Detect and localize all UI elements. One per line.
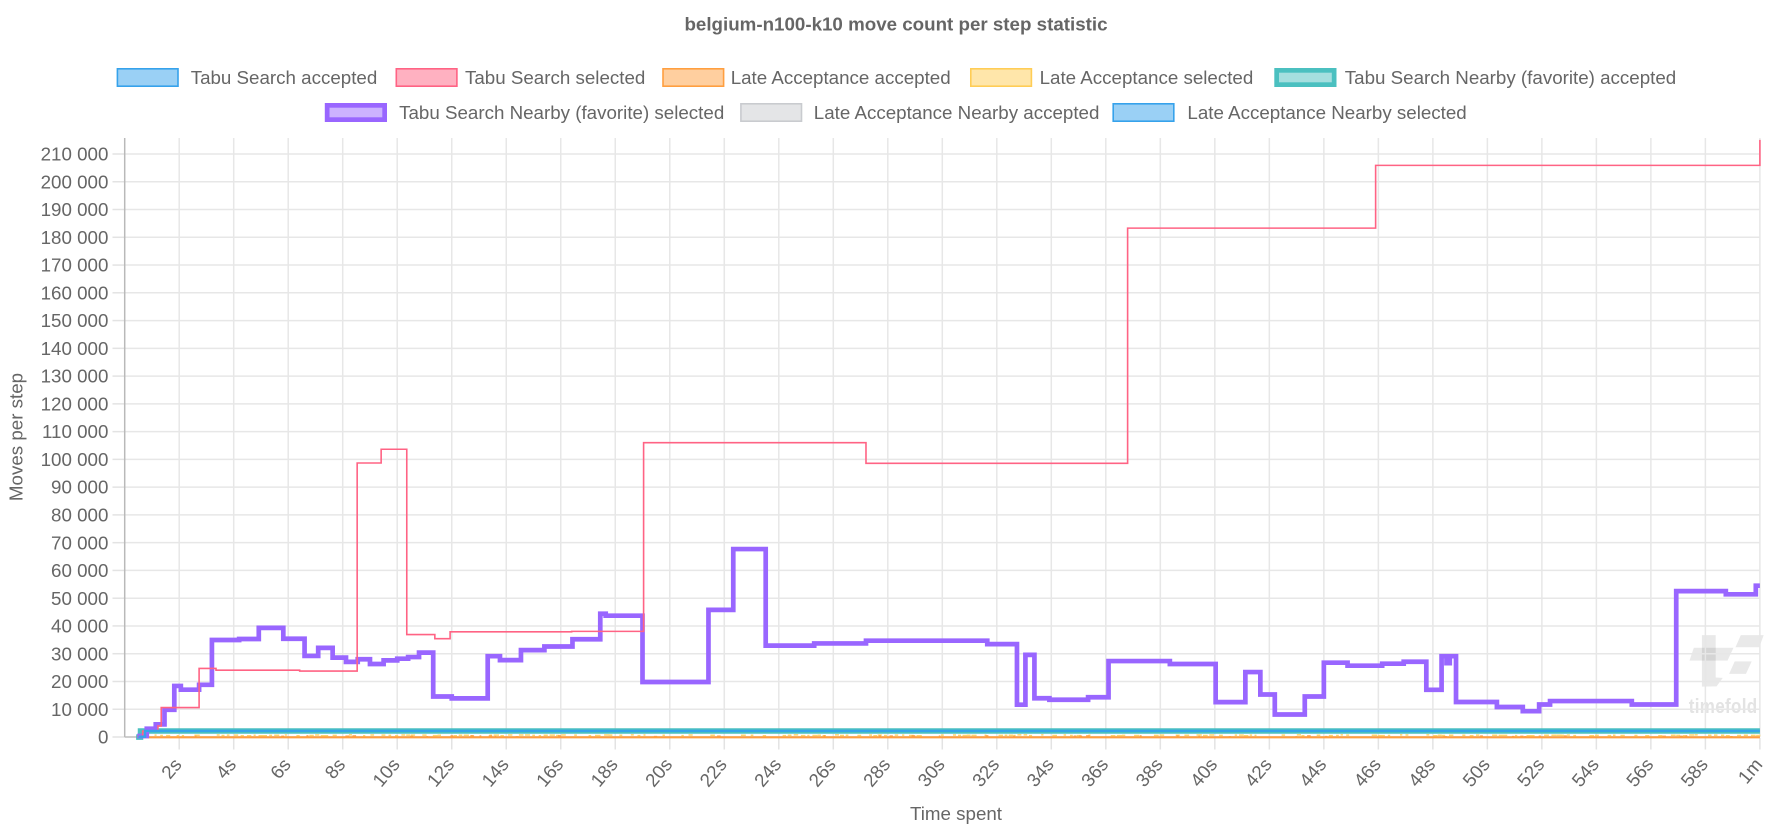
svg-text:60 000: 60 000 xyxy=(51,560,108,581)
svg-text:180 000: 180 000 xyxy=(41,227,109,248)
svg-text:20 000: 20 000 xyxy=(51,671,108,692)
svg-text:150 000: 150 000 xyxy=(41,310,109,331)
svg-text:belgium-n100-k10 move count pe: belgium-n100-k10 move count per step sta… xyxy=(684,14,1107,35)
svg-text:210 000: 210 000 xyxy=(41,144,109,165)
svg-text:170 000: 170 000 xyxy=(41,255,109,276)
svg-text:200 000: 200 000 xyxy=(41,171,109,192)
svg-text:Late Acceptance Nearby selecte: Late Acceptance Nearby selected xyxy=(1187,102,1466,123)
svg-text:Tabu Search Nearby (favorite): Tabu Search Nearby (favorite) selected xyxy=(399,102,724,123)
svg-text:10 000: 10 000 xyxy=(51,699,108,720)
svg-text:140 000: 140 000 xyxy=(41,338,109,359)
svg-text:50 000: 50 000 xyxy=(51,588,108,609)
svg-text:timefold: timefold xyxy=(1689,694,1758,717)
svg-text:190 000: 190 000 xyxy=(41,199,109,220)
svg-text:90 000: 90 000 xyxy=(51,477,108,498)
svg-text:80 000: 80 000 xyxy=(51,505,108,526)
svg-text:70 000: 70 000 xyxy=(51,532,108,553)
svg-text:Moves per step: Moves per step xyxy=(6,373,27,501)
svg-text:40 000: 40 000 xyxy=(51,616,108,637)
svg-text:Time spent: Time spent xyxy=(910,803,1003,824)
svg-text:120 000: 120 000 xyxy=(41,393,109,414)
svg-text:Late Acceptance Nearby accepte: Late Acceptance Nearby accepted xyxy=(814,102,1100,123)
svg-text:Late Acceptance accepted: Late Acceptance accepted xyxy=(731,67,951,88)
svg-text:Late Acceptance selected: Late Acceptance selected xyxy=(1040,67,1254,88)
svg-text:0: 0 xyxy=(98,727,108,748)
svg-text:130 000: 130 000 xyxy=(41,366,109,387)
svg-text:Tabu Search accepted: Tabu Search accepted xyxy=(191,67,378,88)
svg-text:160 000: 160 000 xyxy=(41,282,109,303)
svg-text:100 000: 100 000 xyxy=(41,449,109,470)
svg-text:30 000: 30 000 xyxy=(51,643,108,664)
svg-text:Tabu Search selected: Tabu Search selected xyxy=(465,67,645,88)
svg-text:Tabu Search Nearby (favorite): Tabu Search Nearby (favorite) accepted xyxy=(1345,67,1676,88)
svg-text:110 000: 110 000 xyxy=(42,421,108,442)
